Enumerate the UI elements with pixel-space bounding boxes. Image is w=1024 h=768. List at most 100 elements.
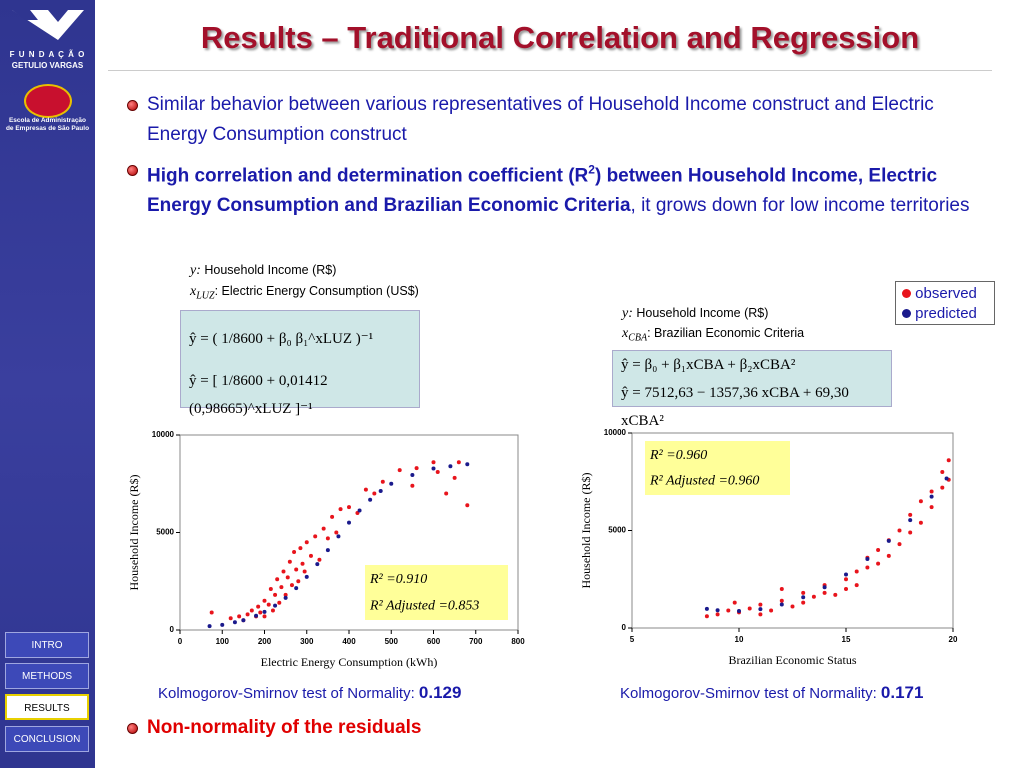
x-axis-label: Brazilian Economic Status <box>729 653 857 667</box>
point <box>886 553 891 558</box>
point <box>465 462 470 467</box>
x-axis-label: Electric Energy Consumption (kWh) <box>261 655 438 669</box>
point <box>801 590 806 595</box>
bullet-text: Non-normality of the residuals <box>147 717 422 738</box>
point <box>245 612 250 617</box>
point <box>929 489 934 494</box>
point <box>737 610 741 615</box>
r2-adjusted-text: R² Adjusted =0.960 <box>649 474 759 489</box>
point <box>334 530 339 535</box>
ks-test: Kolmogorov-Smirnov test of Normality: 0.… <box>620 683 924 702</box>
point <box>298 546 303 551</box>
point <box>313 534 318 539</box>
point <box>865 555 870 560</box>
equation-box: ŷ = ( 1/8600 + β₀ β₁^xLUZ )⁻¹ ŷ = [ 1/860… <box>180 310 420 417</box>
point <box>940 470 945 474</box>
org-line: F U N D A Ç Ã O <box>9 50 86 59</box>
point <box>908 530 913 535</box>
point <box>940 485 945 490</box>
point <box>876 561 881 566</box>
nav-button[interactable]: CONCLUSION <box>5 726 89 752</box>
nav-button[interactable]: METHODS <box>5 663 89 689</box>
legend-label: observed <box>915 285 977 302</box>
point <box>397 468 402 473</box>
point <box>372 491 377 496</box>
point <box>715 612 720 617</box>
point <box>363 487 368 492</box>
point <box>368 497 373 502</box>
point <box>249 608 254 613</box>
y-tick-label: 5000 <box>608 526 626 535</box>
point <box>336 534 341 539</box>
point <box>946 477 951 482</box>
point <box>279 585 284 590</box>
x-tick-label: 200 <box>258 637 272 646</box>
ks-test: Kolmogorov-Smirnov test of Normality: 0.… <box>158 683 462 702</box>
point <box>258 610 263 615</box>
point <box>285 575 290 580</box>
point <box>321 526 326 531</box>
point <box>854 583 859 588</box>
point <box>325 548 330 553</box>
slide-title: Results – Traditional Correlation and Re… <box>200 20 920 55</box>
point <box>270 608 275 613</box>
point <box>304 540 309 545</box>
point <box>704 606 709 611</box>
point <box>283 595 288 600</box>
point <box>207 624 212 629</box>
superscript: 2 <box>588 163 595 177</box>
title-rule <box>108 70 992 71</box>
x-tick-label: 10 <box>735 635 744 644</box>
point <box>918 520 923 525</box>
point <box>241 618 246 623</box>
point <box>325 536 330 541</box>
point <box>308 553 313 558</box>
point <box>865 565 870 570</box>
point <box>241 618 246 623</box>
point <box>918 499 923 504</box>
point <box>220 622 225 627</box>
point <box>715 608 720 613</box>
x-tick-label: 5 <box>630 635 635 644</box>
point <box>410 483 415 488</box>
point <box>435 470 440 475</box>
point <box>273 592 278 597</box>
equation-box: ŷ = β₀ + β₁xCBA + β₂xCBA² ŷ = 7512,63 − 1… <box>612 350 892 429</box>
x-tick-label: 20 <box>949 635 958 644</box>
nav-button[interactable]: RESULTS <box>5 694 89 720</box>
point <box>254 614 259 619</box>
point <box>315 562 320 567</box>
y-axis-label: Household Income (R$) <box>579 473 593 589</box>
point <box>338 507 343 512</box>
point <box>431 466 436 471</box>
x-tick-label: 500 <box>385 637 399 646</box>
point <box>833 592 838 597</box>
point <box>355 511 360 515</box>
fgv-logo <box>12 10 84 40</box>
r2-text: R² =0.960 <box>649 448 707 463</box>
x-tick-label: 400 <box>342 637 356 646</box>
x-tick-label: 700 <box>469 637 483 646</box>
point <box>431 460 436 465</box>
r2-adjusted-text: R² Adjusted =0.853 <box>369 598 479 613</box>
variable-def: xCBA: Brazilian Economic Criteria <box>622 326 805 344</box>
point <box>944 476 949 481</box>
bullet-bold: High correlation and determination coeff… <box>147 165 589 187</box>
plot-area <box>631 432 954 629</box>
legend-label: predicted <box>915 305 977 322</box>
point <box>317 557 322 562</box>
point <box>801 595 806 600</box>
bullet-text: Similar behavior between various represe… <box>147 94 934 145</box>
point <box>865 557 870 562</box>
variable-def: y: Household Income (R$) <box>622 306 769 321</box>
point <box>232 620 237 625</box>
nav-button[interactable]: INTRO <box>5 632 89 658</box>
point <box>448 464 453 469</box>
bullet: High correlation and determination coeff… <box>127 155 977 221</box>
y-tick-label: 10000 <box>152 430 175 439</box>
point <box>294 586 299 591</box>
x-tick-label: 15 <box>842 635 851 644</box>
point <box>908 512 913 517</box>
point <box>209 610 214 615</box>
point <box>929 505 934 510</box>
